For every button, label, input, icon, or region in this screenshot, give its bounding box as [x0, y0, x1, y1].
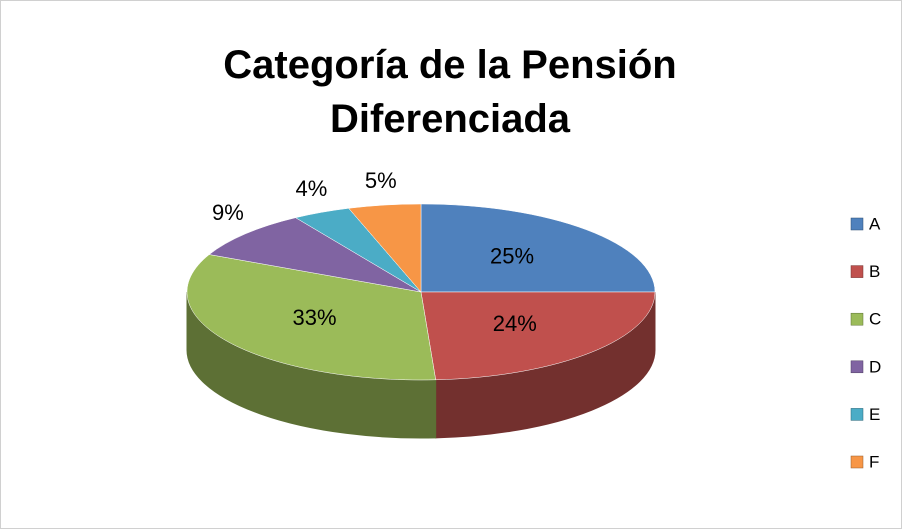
chart-title: Categoría de la Pensión Diferenciada: [223, 43, 677, 141]
legend-swatch: [850, 265, 864, 278]
legend-swatch: [850, 312, 864, 326]
data-label: 4%: [296, 176, 328, 201]
data-label: 5%: [365, 168, 397, 193]
legend-swatch: [850, 217, 864, 231]
legend-swatch: [850, 455, 864, 469]
data-label: 24%: [493, 311, 537, 336]
data-label: 33%: [293, 305, 337, 330]
pie-slice: [208, 217, 422, 293]
legend-label: F: [869, 452, 879, 471]
legend-swatch: [850, 408, 864, 421]
pie-slice: [420, 203, 656, 293]
legend-label: E: [869, 405, 880, 424]
legend-label: A: [869, 214, 881, 233]
data-label: 9%: [212, 200, 244, 225]
legend-label: D: [869, 357, 881, 376]
legend-swatch: [850, 360, 864, 374]
pie-slice: [186, 254, 436, 381]
pie-slice: [348, 203, 422, 293]
legend-label: C: [869, 310, 881, 329]
pie-slice: [420, 291, 656, 381]
data-label: 25%: [490, 244, 534, 269]
legend-label: B: [869, 262, 880, 281]
